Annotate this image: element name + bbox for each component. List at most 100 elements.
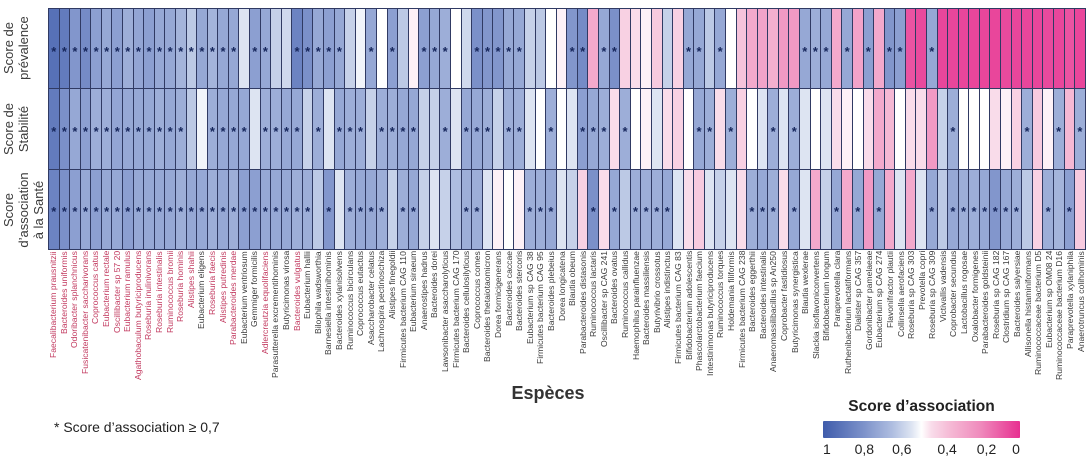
significance-star: *: [231, 43, 237, 59]
significance-star: *: [336, 123, 342, 139]
heatmap-cell: [683, 168, 694, 249]
significance-star: *: [241, 204, 247, 220]
significance-star: *: [643, 204, 649, 220]
significance-star: *: [463, 204, 469, 220]
heatmap-column: * * *: [291, 9, 302, 249]
heatmap-column: * * *: [227, 9, 239, 249]
significance-star: *: [992, 204, 998, 220]
significance-star: *: [400, 204, 406, 220]
significance-star: *: [1013, 204, 1019, 220]
significance-star: *: [125, 204, 131, 220]
heatmap-column: * * *: [164, 9, 175, 249]
significance-star: *: [188, 43, 194, 59]
heatmap-cell: *: [895, 9, 905, 89]
species-label: Anaerotruncus colihominis: [1075, 251, 1086, 352]
heatmap-cell: *: [398, 88, 408, 169]
heatmap-column: * *: [333, 9, 345, 249]
heatmap-column: * * *: [90, 9, 101, 249]
heatmap-cell: [620, 168, 630, 249]
heatmap-cell: *: [493, 9, 503, 89]
heatmap-column: *: [883, 9, 895, 249]
heatmap-cell: *: [884, 9, 895, 89]
significance-star: *: [273, 204, 279, 220]
heatmap-column: * *: [925, 9, 937, 249]
heatmap-column: * * *: [174, 9, 186, 249]
significance-star: *: [167, 204, 173, 220]
significance-star: *: [368, 204, 374, 220]
heatmap-cell: *: [694, 9, 704, 89]
heatmap-cell: [1022, 168, 1032, 249]
significance-star: *: [664, 204, 670, 220]
significance-star: *: [135, 43, 141, 59]
heatmap-cell: *: [228, 88, 239, 169]
heatmap-cell: *: [726, 88, 736, 169]
heatmap-cell: [1032, 168, 1043, 249]
legend-tick: 1: [823, 441, 831, 457]
significance-star: *: [400, 123, 406, 139]
significance-star: *: [358, 204, 364, 220]
heatmap-cell: *: [419, 9, 429, 89]
heatmap-cell: *: [429, 9, 440, 89]
significance-star: *: [516, 43, 522, 59]
heatmap-cell: [334, 168, 345, 249]
heatmap-cell: *: [979, 168, 990, 249]
significance-star: *: [834, 204, 840, 220]
heatmap-cell: *: [958, 168, 969, 249]
footnote-text: * Score d’association ≥ 0,7: [54, 419, 220, 435]
heatmap-cell: *: [175, 88, 186, 169]
heatmap-column: * *: [481, 9, 493, 249]
heatmap-column: * * *: [143, 9, 154, 249]
heatmap-cell: [979, 88, 990, 169]
significance-star: *: [484, 123, 491, 139]
significance-star: *: [463, 123, 469, 139]
heatmap-cell: [747, 9, 757, 89]
heatmap-cell: [546, 9, 556, 89]
heatmap-cell: [874, 9, 884, 89]
heatmap-cell: *: [1001, 168, 1011, 249]
heatmap-cell: [937, 9, 948, 89]
heatmap-cell: *: [197, 9, 207, 89]
significance-star: *: [844, 43, 850, 59]
significance-star: *: [146, 123, 152, 139]
heatmap-cell: [525, 9, 535, 89]
heatmap-column: [735, 9, 747, 249]
heatmap-cell: [408, 9, 419, 89]
significance-star: *: [442, 123, 448, 139]
significance-star: *: [1056, 123, 1062, 139]
legend-tick: 0,8: [854, 441, 875, 457]
significance-star: *: [61, 43, 67, 59]
heatmap-cell: [1001, 88, 1011, 169]
heatmap-cell: [197, 88, 207, 169]
significance-star: *: [283, 123, 290, 139]
heatmap-cell: [651, 88, 662, 169]
heatmap-column: *: [418, 9, 429, 249]
heatmap-cell: *: [186, 9, 197, 89]
heatmap-cell: *: [59, 9, 70, 89]
significance-star: *: [241, 123, 247, 139]
heatmap-cell: [874, 88, 884, 169]
heatmap-cell: [842, 168, 852, 249]
heatmap-cell: *: [704, 88, 715, 169]
heatmap-column: * *: [196, 9, 207, 249]
heatmap-column: * * *: [49, 9, 59, 249]
heatmap-cell: *: [144, 9, 154, 89]
heatmap-cell: [673, 88, 683, 169]
heatmap-cell: [398, 9, 408, 89]
heatmap-cell: *: [503, 88, 514, 169]
heatmap-cell: *: [165, 168, 175, 249]
significance-star: *: [527, 204, 533, 220]
heatmap-cell: [916, 9, 926, 89]
heatmap-cell: *: [503, 9, 514, 89]
significance-star: *: [569, 43, 575, 59]
heatmap-cell: *: [641, 168, 651, 249]
significance-star: *: [262, 43, 268, 59]
heatmap-cell: *: [461, 88, 472, 169]
heatmap-column: * *: [323, 9, 334, 249]
significance-star: *: [82, 204, 89, 220]
heatmap-cell: *: [398, 168, 408, 249]
heatmap-column: * *: [608, 9, 620, 249]
heatmap-cell: *: [154, 168, 165, 249]
heatmap-column: * * *: [79, 9, 91, 249]
significance-star: *: [548, 123, 554, 139]
heatmap-cell: *: [218, 88, 228, 169]
